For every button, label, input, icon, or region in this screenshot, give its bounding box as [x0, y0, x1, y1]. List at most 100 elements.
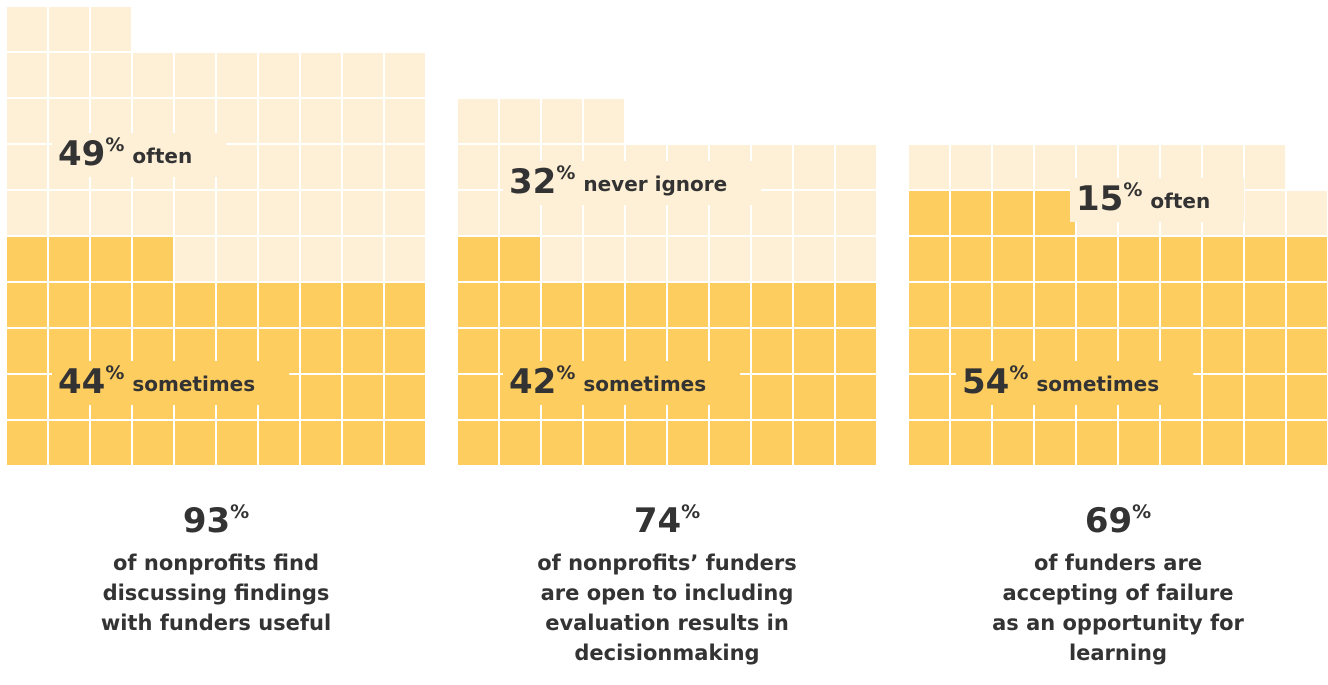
cell [836, 191, 876, 235]
cell [584, 237, 624, 281]
total-label: 69% [1085, 501, 1151, 541]
cell [301, 53, 341, 97]
caption-line: of nonprofits’ funders [537, 551, 797, 575]
cell [385, 375, 425, 419]
cell [458, 99, 498, 143]
cell [301, 283, 341, 327]
cell [1203, 375, 1243, 419]
cell [1245, 237, 1285, 281]
total-label: 74% [634, 501, 700, 541]
cell [584, 99, 624, 143]
cell [1287, 191, 1327, 235]
cell [1245, 329, 1285, 373]
segment-name: often [132, 144, 192, 168]
cell [301, 375, 341, 419]
cell [7, 53, 47, 97]
cell [500, 283, 540, 327]
cell [49, 237, 89, 281]
cell [1245, 283, 1285, 327]
cell [49, 283, 89, 327]
cell [133, 53, 173, 97]
cell [49, 53, 89, 97]
cell [710, 237, 750, 281]
cell [7, 329, 47, 373]
cell [500, 421, 540, 465]
cell [1035, 283, 1075, 327]
cell [1203, 283, 1243, 327]
segment-name: sometimes [583, 372, 706, 396]
cell [1077, 237, 1117, 281]
cell [1245, 145, 1285, 189]
cell [217, 53, 257, 97]
cell [668, 421, 708, 465]
cell [133, 191, 173, 235]
label-background [52, 133, 227, 177]
cell [133, 283, 173, 327]
total-value: 93 [183, 501, 230, 541]
cell [909, 191, 949, 235]
cell [794, 145, 834, 189]
segment-label: 54% sometimes [962, 362, 1159, 402]
cell [668, 283, 708, 327]
cell [626, 421, 666, 465]
caption-line: of funders are [1034, 551, 1202, 575]
caption-line: with funders useful [101, 611, 331, 635]
cell [500, 99, 540, 143]
cell [7, 375, 47, 419]
cell [1287, 421, 1327, 465]
segment-name: never ignore [583, 172, 727, 196]
cell [301, 329, 341, 373]
cell [1035, 237, 1075, 281]
waffle [458, 99, 876, 465]
cell [343, 329, 383, 373]
cell [343, 283, 383, 327]
cell [542, 237, 582, 281]
cell [1077, 283, 1117, 327]
cell [1035, 191, 1075, 235]
cell [343, 421, 383, 465]
cell [794, 375, 834, 419]
cell [259, 53, 299, 97]
caption-line: accepting of failure [1003, 581, 1234, 605]
cell [1245, 375, 1285, 419]
cell [794, 421, 834, 465]
segment-unit: % [105, 134, 124, 156]
cell [1203, 329, 1243, 373]
cell [7, 283, 47, 327]
cell [1035, 145, 1075, 189]
caption-line: are open to including [541, 581, 794, 605]
cell [836, 375, 876, 419]
cell [301, 421, 341, 465]
cell [909, 237, 949, 281]
cell [133, 421, 173, 465]
cell [752, 375, 792, 419]
cell [7, 7, 47, 51]
cell [91, 237, 131, 281]
caption-line: evaluation results in [545, 611, 789, 635]
cell [343, 53, 383, 97]
segment-value: 15 [1076, 179, 1123, 219]
cell [951, 191, 991, 235]
cell [1035, 421, 1075, 465]
cell [385, 283, 425, 327]
cell [626, 237, 666, 281]
waffle [7, 7, 425, 465]
cell [794, 329, 834, 373]
cell [752, 237, 792, 281]
cell [951, 421, 991, 465]
cell [458, 191, 498, 235]
cell [343, 145, 383, 189]
cell [458, 421, 498, 465]
label-background [503, 161, 762, 205]
cell [175, 191, 215, 235]
cell [7, 145, 47, 189]
cell [259, 283, 299, 327]
cell [752, 329, 792, 373]
cell [175, 53, 215, 97]
cell [301, 191, 341, 235]
cell [458, 375, 498, 419]
cell [542, 283, 582, 327]
cell [993, 237, 1033, 281]
cell [385, 53, 425, 97]
